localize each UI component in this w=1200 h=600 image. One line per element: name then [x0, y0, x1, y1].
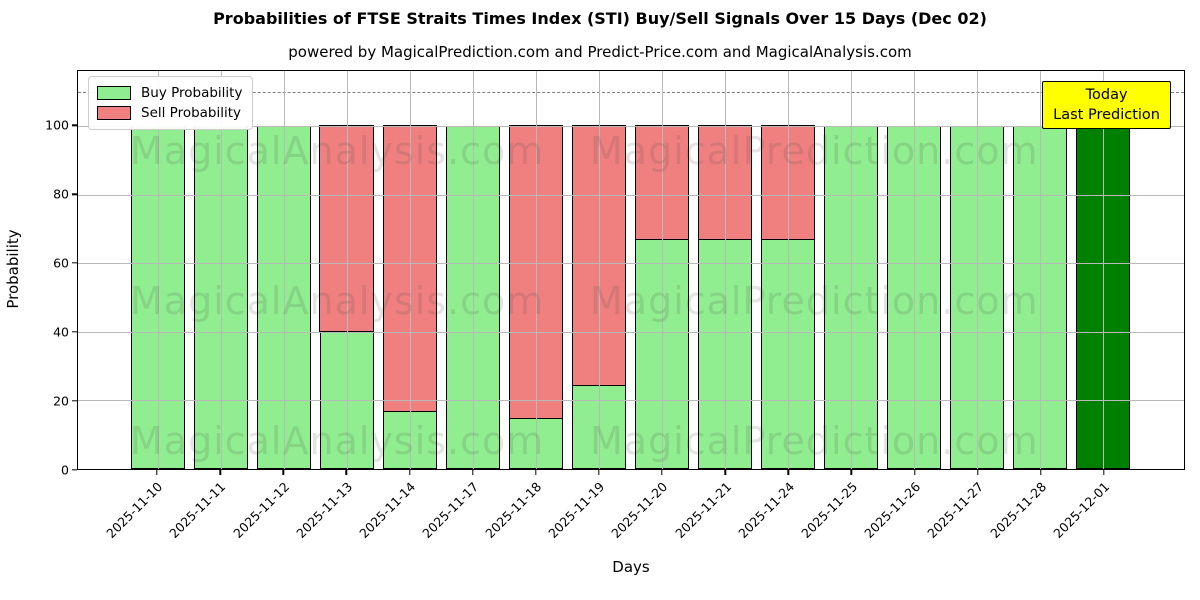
- x-tick-label: 2025-11-25: [798, 479, 861, 541]
- chart-title: Probabilities of FTSE Straits Times Inde…: [213, 9, 987, 28]
- x-tick-mark: [1103, 470, 1105, 475]
- x-tick-label: 2025-11-20: [608, 479, 671, 541]
- bar: [319, 125, 375, 469]
- x-tick-mark: [977, 470, 979, 475]
- x-tick-label: 2025-11-24: [734, 479, 797, 541]
- y-tick-label: 80: [53, 186, 69, 202]
- x-tick-label: 2025-11-18: [482, 479, 545, 541]
- bar: [446, 125, 500, 469]
- x-tick-label: 2025-11-17: [419, 479, 482, 541]
- x-tick-label: 2025-11-13: [293, 479, 356, 541]
- y-tick-mark: [72, 262, 77, 264]
- x-axis-label: Days: [612, 558, 650, 576]
- sell-segment: [760, 125, 816, 240]
- x-tick-mark: [598, 470, 600, 475]
- y-tick-label: 100: [45, 117, 69, 133]
- bar: [1076, 125, 1131, 469]
- bar: [193, 125, 248, 469]
- x-tick-label: 2025-11-19: [545, 479, 608, 541]
- x-tick-mark: [850, 470, 853, 475]
- bar: [824, 125, 878, 469]
- x-tick-mark: [471, 470, 474, 475]
- buy-swatch-icon: [97, 86, 131, 100]
- legend-sell-label: Sell Probability: [141, 105, 242, 121]
- today-annotation-line1: Today: [1085, 87, 1128, 103]
- bar: [760, 125, 816, 469]
- x-tick-label: 2025-11-14: [356, 479, 419, 541]
- legend-entry-buy: Buy Probability: [97, 83, 242, 103]
- bar: [887, 125, 942, 469]
- y-tick-label: 60: [53, 255, 69, 271]
- sell-swatch-icon: [97, 106, 131, 120]
- x-tick-label: 2025-11-11: [166, 479, 229, 541]
- bar: [508, 125, 564, 469]
- x-tick-mark: [219, 470, 221, 475]
- y-tick-label: 40: [53, 324, 69, 340]
- today-annotation-line2: Last Prediction: [1053, 107, 1160, 123]
- y-tick-mark: [72, 469, 77, 471]
- bar: [1013, 125, 1068, 469]
- sell-segment: [382, 125, 438, 412]
- sell-segment: [319, 125, 375, 332]
- chart-subtitle: powered by MagicalPrediction.com and Pre…: [288, 43, 912, 61]
- y-axis-label: Probability: [4, 229, 22, 309]
- legend: Buy Probability Sell Probability: [88, 76, 254, 130]
- x-tick-label: 2025-11-27: [924, 479, 987, 541]
- x-tick-mark: [282, 470, 284, 475]
- sell-segment: [508, 125, 564, 419]
- x-tick-label: 2025-11-10: [103, 479, 166, 541]
- bar: [950, 125, 1005, 469]
- y-tick-mark: [72, 193, 77, 195]
- x-tick-label: 2025-11-21: [671, 479, 734, 541]
- x-tick-mark: [535, 470, 537, 475]
- sell-segment: [571, 125, 627, 387]
- x-tick-label: 2025-12-01: [1050, 479, 1113, 541]
- x-tick-mark: [724, 470, 726, 475]
- sell-segment: [697, 125, 753, 240]
- plot-area: MagicalAnalysis.comMagicalPrediction.com…: [77, 70, 1185, 470]
- bar: [634, 125, 690, 469]
- bar: [697, 125, 753, 469]
- bar: [256, 125, 311, 469]
- x-tick-mark: [345, 470, 348, 475]
- x-tick-mark: [1040, 470, 1042, 475]
- bar: [130, 125, 185, 469]
- sell-segment: [634, 125, 690, 240]
- x-tick-mark: [913, 470, 916, 475]
- legend-entry-sell: Sell Probability: [97, 103, 242, 123]
- y-tick-mark: [72, 331, 77, 333]
- y-tick-mark: [72, 400, 77, 402]
- x-tick-mark: [408, 470, 411, 475]
- legend-buy-label: Buy Probability: [141, 85, 243, 101]
- y-tick-label: 0: [61, 462, 69, 478]
- bar: [382, 125, 438, 469]
- x-tick-label: 2025-11-28: [987, 479, 1050, 541]
- today-annotation: Today Last Prediction: [1042, 81, 1171, 129]
- x-tick-mark: [156, 470, 158, 475]
- y-tick-label: 20: [53, 393, 69, 409]
- x-tick-label: 2025-11-12: [229, 479, 292, 541]
- x-tick-mark: [787, 470, 790, 475]
- bars-layer: [78, 71, 1184, 469]
- x-tick-label: 2025-11-26: [861, 479, 924, 541]
- x-tick-mark: [661, 470, 663, 475]
- bar: [571, 125, 627, 469]
- y-tick-mark: [72, 124, 77, 126]
